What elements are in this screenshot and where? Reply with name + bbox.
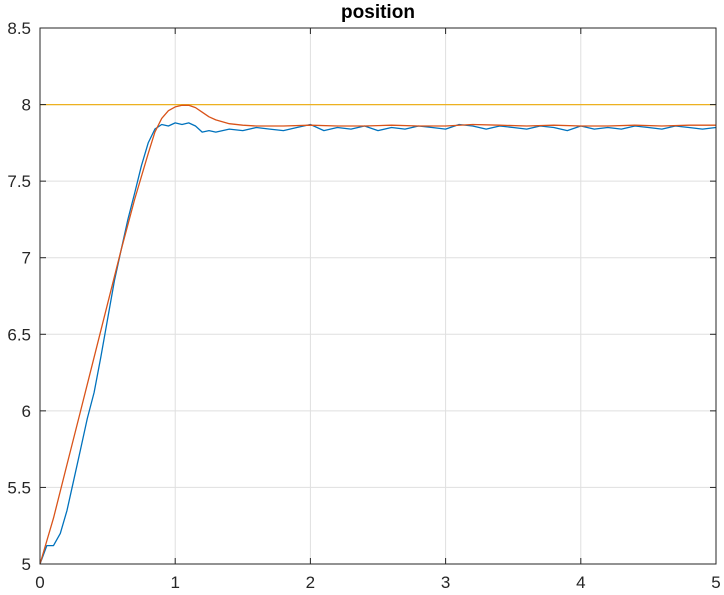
- series-line-1: [39, 122, 717, 565]
- plot-frame: [39, 27, 717, 565]
- series-line-2: [39, 104, 716, 565]
- y-tick-label: 7.5: [7, 172, 31, 191]
- y-tick-label: 5.5: [7, 478, 31, 497]
- x-tick-label: 4: [576, 573, 585, 592]
- x-tick-label: 3: [441, 573, 450, 592]
- y-tick-labels: 5 5.5 6 6.5 7 7.5 8 8.5: [7, 19, 31, 574]
- y-tick-label: 7: [22, 249, 31, 268]
- y-tick-label: 8: [22, 96, 31, 115]
- y-tick-label: 6: [22, 402, 31, 421]
- y-tick-label: 8.5: [7, 19, 31, 38]
- y-tick-label: 6.5: [7, 325, 31, 344]
- x-tick-label: 5: [711, 573, 720, 592]
- plot-background: [40, 28, 716, 564]
- y-tick-label: 5: [22, 555, 31, 574]
- chart-title: position: [341, 2, 415, 23]
- tick-marks: [39, 27, 717, 565]
- x-tick-labels: 0 1 2 3 4 5: [35, 573, 720, 592]
- x-tick-label: 0: [35, 573, 44, 592]
- x-tick-label: 1: [170, 573, 179, 592]
- series-layer: [39, 103, 717, 565]
- x-tick-label: 2: [306, 573, 315, 592]
